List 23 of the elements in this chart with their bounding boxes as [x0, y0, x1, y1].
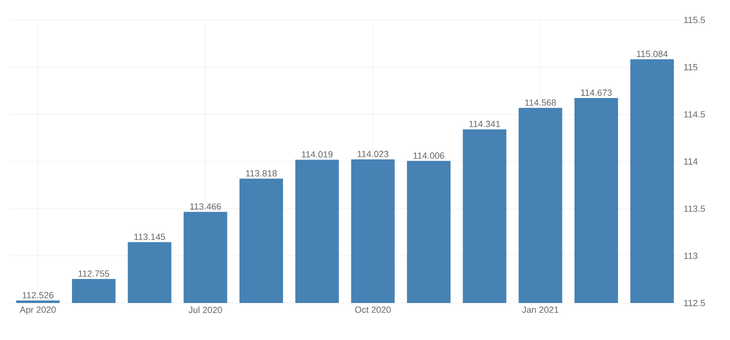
data-label: 114.006 [414, 152, 444, 159]
y-tick-label: 112.5 [684, 300, 705, 306]
y-tick-label: 114.5 [684, 111, 705, 118]
x-tick-label: Apr 2020 [20, 306, 56, 315]
data-label: 114.023 [358, 150, 388, 158]
data-label: 112.526 [22, 292, 54, 298]
x-tick-label: Jan 2021 [522, 306, 558, 313]
data-label: 113.466 [190, 203, 221, 210]
x-tick-label: Jul 2020 [188, 306, 222, 314]
data-label: 113.818 [246, 170, 277, 176]
x-tick-label: Oct 2020 [355, 306, 391, 313]
data-label: 112.755 [78, 270, 110, 277]
y-tick-label: 115 [684, 64, 698, 70]
data-label: 114.673 [581, 89, 612, 96]
y-tick-label: 115.5 [684, 16, 705, 24]
y-tick-label: 113 [684, 252, 698, 260]
y-tick-label: 113.5 [684, 205, 705, 212]
data-label: 114.341 [469, 120, 500, 128]
data-label: 115.084 [636, 50, 668, 58]
data-label: 114.568 [525, 99, 556, 106]
y-tick-label: 114 [684, 158, 698, 165]
data-label: 113.145 [134, 234, 166, 240]
data-label: 114.019 [302, 151, 333, 158]
